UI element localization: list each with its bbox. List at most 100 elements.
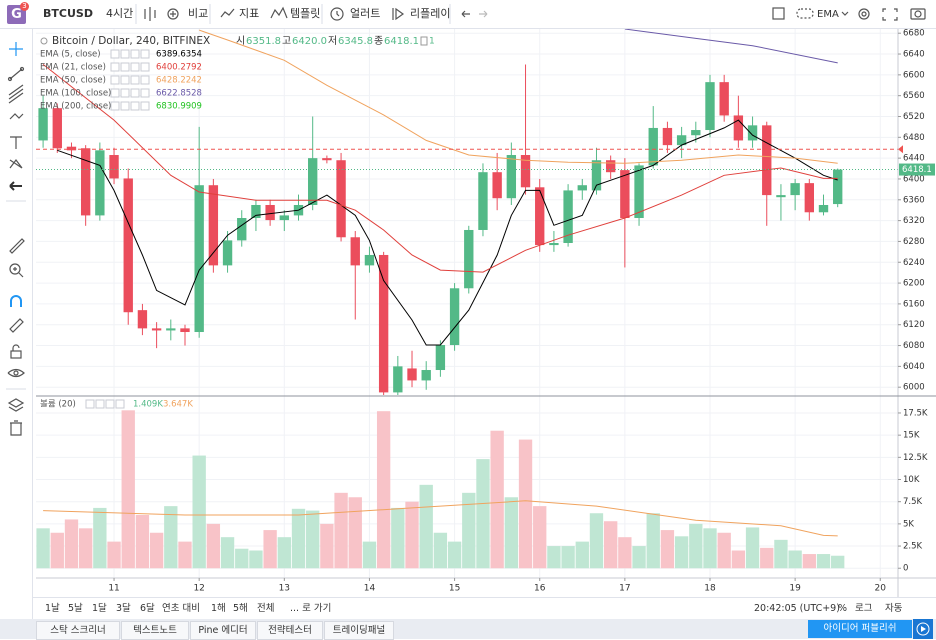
volume-bar (192, 455, 206, 569)
indicator-name: EMA (5, close) (40, 50, 101, 60)
alert-icon[interactable] (330, 7, 344, 21)
volume-bar (547, 546, 561, 569)
chart-style-dropdown[interactable]: EMA (817, 9, 839, 20)
candle-body (435, 345, 446, 371)
auto-toggle[interactable]: 자동 (885, 603, 903, 614)
volume-bar (561, 546, 575, 569)
candle-body (676, 135, 687, 146)
volume-bar (589, 513, 604, 569)
tab[interactable]: 트레이딩패널 (324, 621, 394, 640)
stay-drawing-tool[interactable] (9, 318, 24, 333)
indicator-value: 6428.2242 (156, 76, 202, 86)
compare-button[interactable]: 비교 (188, 7, 209, 20)
range-button[interactable]: 1해 (211, 603, 226, 614)
snapshot-icon[interactable] (910, 8, 926, 20)
y-tick-label: 6200 (903, 279, 925, 289)
replay-button[interactable]: 리플레이 (410, 7, 451, 20)
pattern-tool[interactable] (9, 159, 23, 169)
undo-icon[interactable] (461, 10, 470, 18)
ohlc-value: 6418.1 (384, 36, 419, 47)
indicator-control (130, 75, 140, 85)
volume-bar (802, 554, 816, 569)
range-button[interactable]: 전체 (257, 603, 275, 614)
candle-body (52, 108, 62, 149)
y-tick-label: 6360 (903, 195, 925, 205)
volume-bar (405, 501, 419, 569)
redo-icon[interactable] (479, 10, 488, 18)
volume-bar (646, 513, 660, 569)
publish-icon[interactable] (913, 619, 933, 639)
crosshair-tool[interactable] (9, 42, 23, 56)
indicator-control (120, 62, 130, 72)
range-button[interactable]: 연초 대비 (162, 603, 200, 614)
tab[interactable]: 텍스트노트 (121, 621, 189, 640)
lock-tool[interactable] (10, 350, 22, 359)
y-tick-label: 12.5K (903, 453, 928, 463)
volume-bar (362, 541, 377, 569)
range-button[interactable]: 3달 (116, 603, 131, 614)
range-button[interactable]: 5날 (68, 603, 83, 614)
ohlc-value: 6345.8 (338, 36, 373, 47)
tab[interactable]: 스탁 스크리너 (36, 621, 120, 640)
indicator-control (120, 88, 130, 98)
goto-button[interactable]: ... 로 가기 (290, 603, 332, 614)
x-tick-label: 14 (364, 584, 376, 594)
volume-bar (121, 410, 135, 569)
range-button[interactable]: 1달 (92, 603, 107, 614)
hide-tool[interactable] (7, 368, 25, 378)
range-button[interactable]: 1날 (45, 603, 60, 614)
candle-body (549, 242, 559, 246)
text-tool[interactable] (10, 136, 22, 149)
interval-button[interactable]: 4시간 (106, 7, 134, 20)
candle-body (620, 170, 630, 219)
settings-icon[interactable] (858, 8, 870, 20)
range-button[interactable]: 5해 (233, 603, 248, 614)
candle-body (208, 185, 219, 266)
remove-tool[interactable] (10, 420, 22, 436)
percent-toggle[interactable]: % (838, 603, 848, 614)
object-tree-tool[interactable] (7, 398, 25, 412)
y-tick-label: 6560 (903, 91, 925, 101)
y-tick-label: 6120 (903, 320, 925, 330)
log-toggle[interactable]: 로그 (855, 603, 873, 614)
chart-type-icon[interactable] (144, 7, 156, 21)
measure-tool[interactable] (9, 238, 25, 254)
symbol-search[interactable]: BTCUSD (43, 7, 93, 20)
magnet-tool[interactable] (10, 295, 22, 307)
tab[interactable]: Pine 에디터 (190, 621, 256, 640)
candle-body (577, 185, 587, 191)
indicator-control (110, 75, 120, 85)
compare-icon[interactable] (167, 8, 179, 20)
prediction-tool[interactable] (9, 181, 22, 191)
candle-body (137, 310, 148, 329)
tab[interactable]: 전략테스터 (257, 621, 323, 640)
publish-button[interactable]: 아이디어 퍼블리쉬 (808, 620, 912, 638)
y-tick-label: 6400 (903, 174, 925, 184)
trendline-tool[interactable] (9, 68, 23, 80)
alert-button[interactable]: 얼러트 (350, 7, 381, 20)
indicators-button[interactable]: 지표 (239, 7, 260, 20)
templates-button[interactable]: 템플릿 (290, 7, 321, 20)
brush-tool[interactable] (9, 113, 24, 120)
candle-body (38, 108, 48, 141)
pitchfork-tool[interactable] (8, 84, 24, 104)
candle-body (80, 148, 91, 216)
dropdown-arrow[interactable] (841, 11, 849, 16)
indicator-name: EMA (100, close) (40, 89, 111, 99)
volume-bar (306, 510, 320, 569)
volume-bar (490, 430, 504, 569)
volume-bar (703, 528, 717, 569)
volume-bar (277, 537, 291, 569)
candle-body (719, 82, 729, 116)
range-button[interactable]: 6달 (140, 603, 155, 614)
candle-body (563, 190, 573, 243)
notification-badge: 3 (20, 2, 29, 11)
indicator-icon[interactable] (220, 8, 235, 18)
range-bar: 1날 5날 1달 3달 6달 연초 대비 1해 5해 전체 ... 로 가기 2… (33, 597, 936, 620)
zoom-tool[interactable] (9, 263, 21, 275)
fullscreen-icon[interactable] (882, 8, 898, 21)
replay-icon[interactable] (392, 7, 405, 21)
checkbox[interactable] (772, 7, 785, 20)
template-icon[interactable] (270, 6, 288, 19)
